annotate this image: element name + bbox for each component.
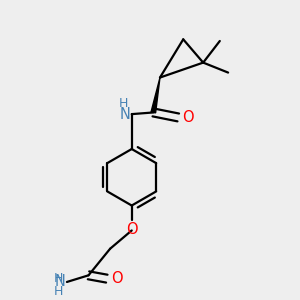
Text: H: H — [53, 285, 63, 298]
Text: H: H — [118, 97, 128, 110]
Text: O: O — [182, 110, 194, 125]
Text: O: O — [126, 222, 137, 237]
Text: N: N — [54, 274, 65, 290]
Polygon shape — [151, 78, 160, 113]
Text: H: H — [53, 272, 63, 285]
Text: N: N — [119, 106, 130, 122]
Text: O: O — [111, 271, 122, 286]
